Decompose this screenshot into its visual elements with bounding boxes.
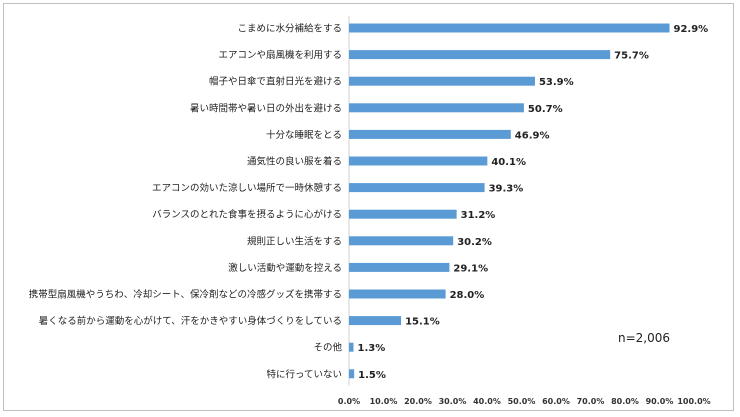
- data-label: 39.3%: [489, 184, 524, 195]
- category-label: バランスのとれた食事を摂るように心がける: [152, 209, 342, 221]
- bar: [349, 342, 354, 352]
- data-label: 1.3%: [357, 343, 385, 354]
- data-label: 29.1%: [453, 263, 488, 274]
- data-label: 75.7%: [614, 51, 649, 62]
- bar: [349, 76, 535, 86]
- bar: [349, 236, 454, 246]
- data-label: 92.9%: [674, 24, 709, 35]
- category-label: こまめに水分補給をする: [237, 23, 342, 35]
- data-label: 46.9%: [515, 130, 550, 141]
- category-label: 通気性の良い服を着る: [247, 156, 342, 168]
- bar: [349, 289, 446, 299]
- category-label: 規則正しい生活をする: [247, 235, 342, 247]
- x-tick-label: 60.0%: [542, 397, 570, 406]
- x-tick-label: 70.0%: [577, 397, 605, 406]
- category-label: 暑くなる前から運動を心がけて、汗をかきやすい身体づくりをしている: [39, 315, 342, 327]
- data-label: 28.0%: [450, 290, 485, 301]
- category-label: 帽子や日傘で直射日光を避ける: [209, 76, 342, 88]
- x-tick-label: 20.0%: [404, 397, 432, 406]
- category-label: その他: [313, 342, 342, 354]
- bar: [349, 50, 611, 60]
- data-label: 30.2%: [457, 237, 492, 248]
- bar: [349, 316, 402, 326]
- category-label: エアコンの効いた涼しい場所で一時休憩する: [152, 182, 342, 194]
- data-label: 15.1%: [405, 317, 440, 328]
- x-tick-label: 100.0%: [677, 397, 710, 406]
- bar: [349, 209, 457, 219]
- bar: [349, 129, 511, 139]
- data-label: 31.2%: [461, 210, 496, 221]
- category-label: 激しい活動や運動を控える: [228, 262, 342, 274]
- x-tick-label: 30.0%: [439, 397, 467, 406]
- bar: [349, 156, 488, 166]
- bar: [349, 103, 524, 113]
- x-tick-label: 80.0%: [611, 397, 639, 406]
- sample-size-note: n=2,006: [618, 331, 671, 345]
- bar: [349, 23, 670, 33]
- data-label: 50.7%: [528, 104, 563, 115]
- bar: [349, 369, 355, 379]
- x-tick-label: 90.0%: [646, 397, 674, 406]
- chart-frame: [3, 3, 734, 411]
- bar: [349, 183, 485, 193]
- x-tick-label: 40.0%: [473, 397, 501, 406]
- bar: [349, 262, 450, 272]
- category-label: 特に行っていない: [266, 368, 342, 380]
- category-label: エアコンや扇風機を利用する: [218, 49, 342, 61]
- data-label: 1.5%: [358, 370, 386, 381]
- x-tick-label: 0.0%: [338, 397, 360, 406]
- x-tick-label: 10.0%: [370, 397, 398, 406]
- x-tick-label: 50.0%: [508, 397, 536, 406]
- data-label: 40.1%: [491, 157, 526, 168]
- category-label: 携帯型扇風機やうちわ、冷却シート、保冷剤などの冷感グッズを携帯する: [29, 289, 342, 301]
- data-label: 53.9%: [539, 77, 574, 88]
- category-label: 暑い時間帯や暑い日の外出を避ける: [190, 102, 342, 114]
- category-label: 十分な睡眠をとる: [266, 129, 342, 141]
